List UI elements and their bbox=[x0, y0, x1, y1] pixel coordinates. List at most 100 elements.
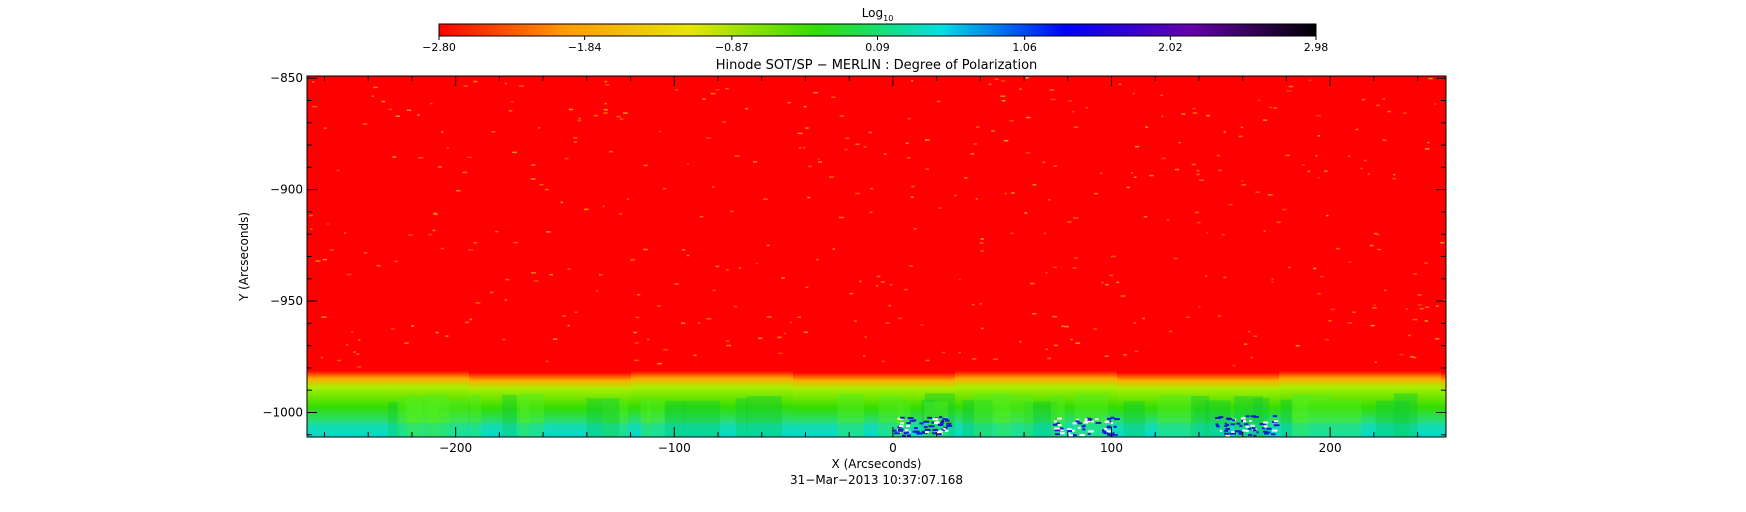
limb-patch-pixel bbox=[1225, 417, 1231, 420]
limb-stripe bbox=[427, 394, 450, 437]
heatmap-speckle bbox=[913, 228, 917, 230]
heatmap-speckle bbox=[441, 131, 444, 133]
heatmap-speckle bbox=[1221, 233, 1225, 236]
heatmap-speckle bbox=[504, 299, 508, 301]
heatmap-speckle bbox=[1347, 322, 1353, 324]
y-axis-label: Y (Arcseconds) bbox=[237, 212, 251, 302]
heatmap-speckle bbox=[715, 89, 720, 91]
heatmap-speckle bbox=[888, 304, 892, 307]
limb-stripe bbox=[665, 400, 685, 437]
limb-patch-pixel bbox=[1264, 432, 1269, 435]
limb-stripe bbox=[1190, 395, 1210, 437]
heatmap-speckle bbox=[1003, 139, 1009, 142]
heatmap-speckle bbox=[573, 141, 577, 143]
heatmap-speckle bbox=[964, 177, 968, 179]
heatmap-speckle bbox=[763, 198, 768, 200]
limb-patch-pixel bbox=[943, 426, 948, 429]
heatmap-speckle bbox=[1276, 221, 1281, 224]
limb-patch-pixel bbox=[1103, 427, 1108, 430]
heatmap-speckle bbox=[1134, 176, 1137, 178]
heatmap-speckle bbox=[1045, 271, 1048, 274]
heatmap-speckle bbox=[636, 294, 641, 296]
limb-patch-pixel bbox=[1225, 434, 1230, 437]
heatmap-speckle bbox=[1382, 98, 1385, 100]
heatmap-speckle bbox=[1373, 304, 1376, 306]
colorbar-label: Log10 bbox=[862, 6, 894, 23]
heatmap-speckle bbox=[603, 109, 608, 111]
limb-patch-pixel bbox=[1232, 432, 1237, 435]
heatmap-speckle bbox=[864, 336, 868, 338]
heatmap-speckle bbox=[854, 320, 857, 322]
heatmap-speckle bbox=[371, 95, 374, 97]
heatmap-speckle bbox=[706, 137, 711, 139]
x-tick-label: −100 bbox=[658, 441, 691, 455]
heatmap-speckle bbox=[1073, 217, 1079, 219]
heatmap-speckle bbox=[326, 223, 330, 225]
heatmap-speckle bbox=[976, 126, 980, 128]
heatmap-speckle bbox=[1267, 194, 1273, 196]
heatmap-speckle bbox=[1317, 293, 1321, 295]
heatmap-speckle bbox=[906, 157, 911, 159]
heatmap-speckle bbox=[1417, 304, 1422, 306]
heatmap-speckle bbox=[1393, 173, 1396, 176]
limb-patch-pixel bbox=[919, 422, 924, 425]
heatmap-speckle bbox=[839, 115, 845, 117]
heatmap-speckle bbox=[1424, 320, 1429, 322]
heatmap-speckle bbox=[1169, 330, 1173, 333]
heatmap-speckle bbox=[1317, 176, 1320, 179]
heatmap-speckle bbox=[1173, 257, 1178, 260]
heatmap-speckle bbox=[408, 234, 413, 236]
y-axis: −850 −900 −950 −1000 bbox=[262, 71, 1446, 436]
limb-patch-pixel bbox=[1271, 433, 1276, 436]
limb-patch-pixel bbox=[1256, 431, 1259, 434]
y-tick-label: −850 bbox=[270, 71, 303, 85]
heatmap-speckle bbox=[1217, 315, 1222, 317]
heatmap-speckles bbox=[307, 77, 1446, 368]
limb-patch-pixel bbox=[1238, 432, 1243, 435]
heatmap-speckle bbox=[803, 331, 809, 334]
limb-patch-pixel bbox=[916, 432, 923, 435]
heatmap-speckle bbox=[1232, 364, 1236, 367]
heatmap-speckle bbox=[519, 85, 525, 87]
heatmap-speckle bbox=[1198, 179, 1204, 181]
heatmap-speckle bbox=[911, 80, 914, 82]
limb-patch-pixel bbox=[938, 423, 944, 426]
heatmap-speckle bbox=[1369, 244, 1374, 247]
heatmap-speckle bbox=[1134, 350, 1139, 353]
heatmap-speckle bbox=[1053, 165, 1058, 167]
heatmap-speckle bbox=[1392, 177, 1396, 180]
heatmap-speckle bbox=[463, 85, 468, 87]
heatmap-speckle bbox=[905, 142, 909, 145]
limb-patch-pixel bbox=[1094, 418, 1099, 421]
heatmap-speckle bbox=[1295, 345, 1300, 347]
heatmap-speckle bbox=[512, 151, 517, 154]
heatmap-speckle bbox=[1324, 170, 1328, 172]
heatmap-speckle bbox=[388, 108, 393, 111]
heatmap-speckle bbox=[1134, 145, 1140, 148]
limb-patch-pixel bbox=[1245, 415, 1250, 418]
heatmap-speckle bbox=[635, 316, 640, 319]
limb-patch-pixel bbox=[1224, 422, 1228, 425]
heatmap-speckle bbox=[838, 216, 844, 219]
heatmap-speckle bbox=[1407, 334, 1412, 337]
heatmap-speckle bbox=[859, 280, 862, 283]
heatmap-speckle bbox=[980, 327, 984, 330]
limb-patch-pixel bbox=[1075, 420, 1080, 423]
heatmap-speckle bbox=[745, 107, 749, 110]
limb-patch-pixel bbox=[901, 434, 906, 437]
heatmap-speckle bbox=[797, 316, 802, 318]
limb-stripe bbox=[1497, 401, 1536, 463]
limb-patch-pixel bbox=[1108, 434, 1114, 437]
heatmap-speckle bbox=[1324, 338, 1330, 341]
heatmap-speckle bbox=[1263, 230, 1266, 232]
heatmap-speckle bbox=[381, 100, 386, 103]
limb-patch-pixel bbox=[900, 416, 905, 419]
heatmap-speckle bbox=[1000, 95, 1006, 97]
limb-patch-pixel bbox=[1263, 421, 1269, 424]
heatmap-speckle bbox=[1064, 325, 1069, 328]
heatmap-speckle bbox=[395, 115, 401, 118]
heatmap-speckle bbox=[345, 344, 349, 346]
heatmap-speckle bbox=[1116, 281, 1120, 284]
heatmap-speckle bbox=[1435, 305, 1440, 307]
x-tick-label: −200 bbox=[439, 441, 472, 455]
